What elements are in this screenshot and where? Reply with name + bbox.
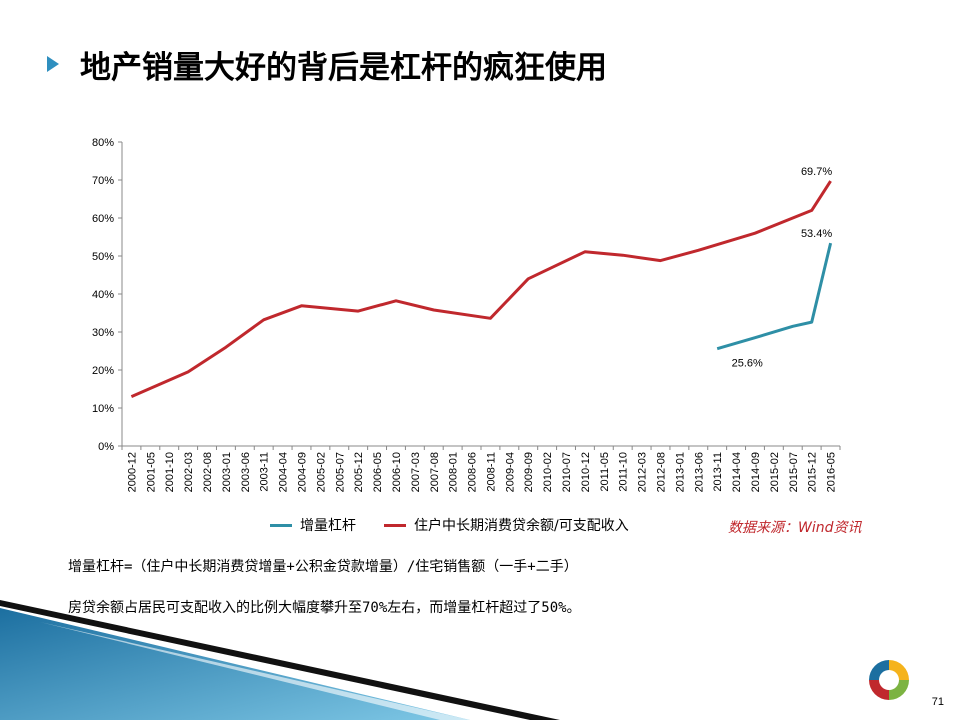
x-tick-label: 2010-07 — [561, 452, 573, 492]
x-tick-label: 2001-10 — [164, 452, 176, 492]
definition-note: 增量杠杆=（住户中长期消费贷增量+公积金贷款增量）/住宅销售额（一手+二手） — [68, 559, 578, 575]
y-tick-label: 30% — [92, 327, 114, 339]
y-tick-label: 20% — [92, 365, 114, 377]
title-bullet-icon — [47, 56, 59, 72]
x-tick-label: 2003-06 — [240, 452, 252, 492]
x-tick-label: 2016-05 — [826, 452, 838, 492]
summary-note: 房贷余额占居民可支配收入的比例大幅度攀升至70%左右，而增量杠杆超过了50%。 — [68, 600, 581, 616]
x-tick-label: 2003-01 — [221, 452, 233, 492]
y-tick-label: 70% — [92, 175, 114, 187]
y-tick-label: 40% — [92, 289, 114, 301]
x-tick-label: 2013-06 — [693, 452, 705, 492]
x-tick-label: 2009-09 — [523, 452, 535, 492]
y-tick-label: 50% — [92, 251, 114, 263]
y-tick-label: 0% — [98, 441, 114, 453]
x-tick-label: 2014-09 — [750, 452, 762, 492]
x-tick-label: 2010-02 — [542, 452, 554, 492]
x-tick-label: 2004-04 — [278, 452, 290, 492]
series-line-0 — [716, 242, 833, 351]
x-tick-label: 2000-12 — [126, 452, 138, 492]
y-tick-label: 10% — [92, 403, 114, 415]
legend-label-lever: 增量杠杆 — [300, 518, 356, 534]
x-tick-label: 2008-11 — [485, 452, 497, 492]
x-tick-label: 2006-05 — [372, 452, 384, 492]
x-tick-label: 2008-01 — [448, 452, 460, 492]
legend-item-lever: 增量杠杆 — [270, 515, 356, 535]
y-tick-label: 80% — [92, 137, 114, 149]
logo-icon — [869, 660, 909, 700]
data-source: 数据来源：Wind资讯 — [728, 520, 862, 536]
legend-item-ratio: 住户中长期消费贷余额/可支配收入 — [384, 515, 629, 535]
x-tick-label: 2008-06 — [467, 452, 479, 492]
x-tick-label: 2006-10 — [391, 452, 403, 492]
x-tick-label: 2013-01 — [674, 452, 686, 492]
x-tick-label: 2012-08 — [656, 452, 668, 492]
x-tick-label: 2004-09 — [297, 452, 309, 492]
x-tick-label: 2015-12 — [807, 452, 819, 492]
x-tick-label: 2007-03 — [410, 452, 422, 492]
series-line-1 — [130, 180, 832, 398]
x-tick-label: 2010-12 — [580, 452, 592, 492]
x-axis: 2000-12 2001-05 2001-10 2002-03 2002-08 2003-… — [121, 445, 841, 492]
x-tick-label: 2003-11 — [259, 452, 271, 492]
x-tick-label: 2015-07 — [788, 452, 800, 492]
x-tick-label: 2001-05 — [145, 452, 157, 492]
x-tick-label: 2014-04 — [731, 452, 743, 492]
page-number: 71 — [931, 696, 944, 708]
legend: 增量杠杆 住户中长期消费贷余额/可支配收入 — [270, 515, 657, 535]
x-tick-label: 2002-08 — [202, 452, 214, 492]
y-tick-label: 60% — [92, 213, 114, 225]
data-labels: 25.6% 53.4% 69.7% — [732, 166, 833, 370]
x-tick-label: 2013-11 — [712, 452, 724, 492]
legend-label-ratio: 住户中长期消费贷余额/可支配收入 — [414, 518, 629, 534]
x-tick-label: 2007-08 — [429, 452, 441, 492]
x-tick-label: 2011-05 — [599, 452, 611, 492]
data-label: 69.7% — [801, 166, 832, 178]
y-axis: 0% 10% 20% 30% 40% 50% 60% 70% 80% — [92, 137, 123, 453]
x-tick-label: 2012-03 — [637, 452, 649, 492]
series-layer — [130, 180, 833, 398]
x-tick-label: 2009-04 — [504, 452, 516, 492]
x-tick-label: 2015-02 — [769, 452, 781, 492]
x-tick-label: 2005-12 — [353, 452, 365, 492]
legend-swatch-lever — [270, 523, 292, 527]
data-label: 25.6% — [732, 358, 763, 370]
page-title: 地产销量大好的背后是杠杆的疯狂使用 — [80, 50, 607, 86]
data-label: 53.4% — [801, 228, 832, 240]
x-tick-label: 2011-10 — [618, 452, 630, 492]
x-tick-label: 2005-02 — [315, 452, 327, 492]
x-tick-label: 2005-07 — [334, 452, 346, 492]
x-tick-label: 2002-03 — [183, 452, 195, 492]
legend-swatch-ratio — [384, 523, 406, 527]
